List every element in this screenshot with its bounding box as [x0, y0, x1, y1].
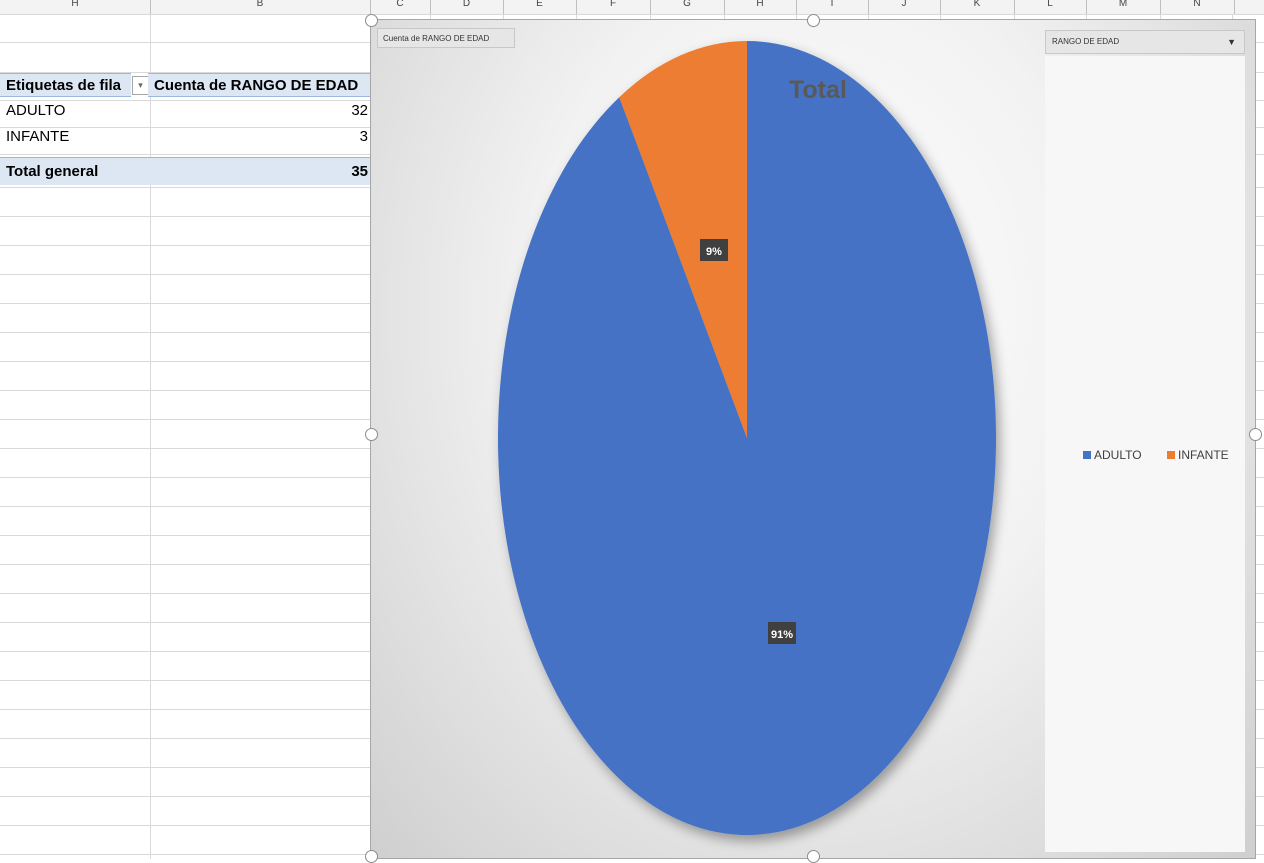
- grid-column-line: [150, 14, 151, 859]
- column-header-9[interactable]: J: [868, 0, 941, 14]
- value-field-button[interactable]: Cuenta de RANGO DE EDAD: [377, 28, 515, 48]
- legend-swatch-adulto: [1083, 451, 1091, 459]
- resize-handle-middle-right[interactable]: [1249, 428, 1262, 441]
- pivot-chart[interactable]: 91% 9% Cuenta de RANGO DE EDAD RANGO DE E…: [365, 14, 1262, 863]
- column-header-7[interactable]: H: [724, 0, 797, 14]
- resize-handle-middle-left[interactable]: [365, 428, 378, 441]
- axis-field-label: RANGO DE EDAD: [1052, 37, 1120, 46]
- pivot-total-value[interactable]: 35: [150, 157, 370, 185]
- pivot-total-label[interactable]: Total general: [0, 157, 150, 185]
- legend-label-adulto: ADULTO: [1094, 448, 1142, 462]
- column-header-10[interactable]: K: [940, 0, 1015, 14]
- column-header-8[interactable]: I: [796, 0, 869, 14]
- data-label-text: 91%: [771, 629, 793, 641]
- column-header-0[interactable]: H: [0, 0, 151, 14]
- data-label-adulto[interactable]: 91%: [768, 622, 796, 644]
- resize-handle-bottom-center[interactable]: [807, 850, 820, 863]
- legend-item-adulto[interactable]: ADULTO: [1083, 448, 1142, 462]
- column-header-2[interactable]: C: [370, 0, 431, 14]
- pie-slice-adulto[interactable]: [498, 41, 996, 836]
- pivot-value-header[interactable]: Cuenta de RANGO DE EDAD: [148, 73, 370, 97]
- pivot-row-value-adulto[interactable]: 32: [351, 102, 368, 119]
- dropdown-arrow-icon[interactable]: ▼: [1227, 37, 1236, 47]
- column-header-1[interactable]: B: [150, 0, 371, 14]
- column-header-12[interactable]: M: [1086, 0, 1161, 14]
- legend-item-infante[interactable]: INFANTE: [1167, 448, 1229, 462]
- data-label-infante[interactable]: 9%: [700, 239, 728, 261]
- grid-row-line: [0, 14, 1264, 15]
- row-labels-filter-button[interactable]: ▾: [132, 76, 149, 95]
- data-label-box: [768, 622, 796, 644]
- column-header-5[interactable]: F: [576, 0, 651, 14]
- resize-handle-top-center[interactable]: [807, 14, 820, 27]
- resize-handle-top-left[interactable]: [365, 14, 378, 27]
- pie-plot: 91% 9%: [498, 41, 996, 836]
- legend-label-infante: INFANTE: [1178, 448, 1229, 462]
- pie-slice-infante[interactable]: [619, 41, 747, 438]
- chart-title[interactable]: Total: [789, 76, 847, 104]
- column-header-6[interactable]: G: [650, 0, 725, 14]
- axis-field-button[interactable]: RANGO DE EDAD ▼: [1045, 30, 1245, 54]
- column-header-13[interactable]: N: [1160, 0, 1235, 14]
- data-label-text: 9%: [706, 246, 722, 258]
- pivot-row-header[interactable]: Etiquetas de fila: [0, 73, 131, 97]
- legend-swatch-infante: [1167, 451, 1175, 459]
- column-header-11[interactable]: L: [1014, 0, 1087, 14]
- pivot-row-value-infante[interactable]: 3: [359, 128, 368, 145]
- column-header-3[interactable]: D: [430, 0, 504, 14]
- resize-handle-bottom-left[interactable]: [365, 850, 378, 863]
- column-header-4[interactable]: E: [503, 0, 577, 14]
- pivot-row-label-infante[interactable]: INFANTE: [6, 128, 70, 145]
- pivot-row-label-adulto[interactable]: ADULTO: [6, 102, 66, 119]
- data-label-box: [700, 239, 728, 261]
- legend-panel: [1045, 56, 1245, 852]
